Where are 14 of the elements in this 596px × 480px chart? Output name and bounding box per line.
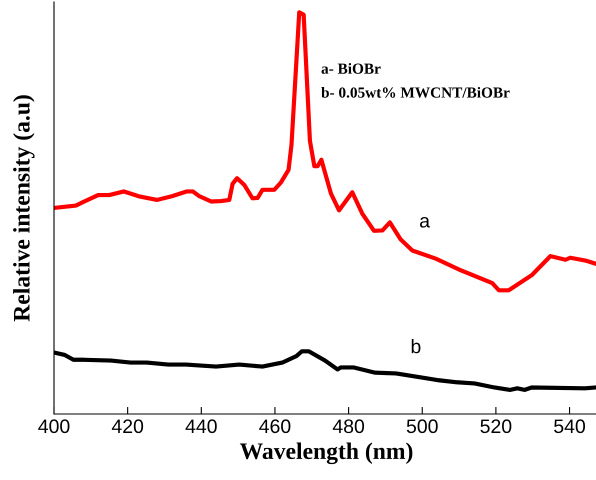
x-tick-label: 480: [332, 419, 364, 434]
x-tick-label: 440: [186, 419, 217, 434]
x-tick-label: 460: [259, 419, 290, 434]
annotation: b: [412, 339, 420, 354]
x-tick-label: 540: [554, 419, 586, 434]
x-tick-label: 420: [112, 419, 144, 434]
x-tick-label: 400: [38, 419, 70, 434]
annotation: a- BiOBr: [322, 63, 381, 74]
x-tick-label: 500: [406, 419, 438, 434]
x-axis-title: Wavelength (nm): [240, 442, 412, 464]
x-tick-label: 520: [480, 419, 512, 434]
annotation: a: [420, 216, 430, 228]
y-axis-title: Relative intensity (a.u): [13, 95, 35, 322]
annotation: b- 0.05wt% MWCNT/BiOBr: [321, 86, 510, 98]
